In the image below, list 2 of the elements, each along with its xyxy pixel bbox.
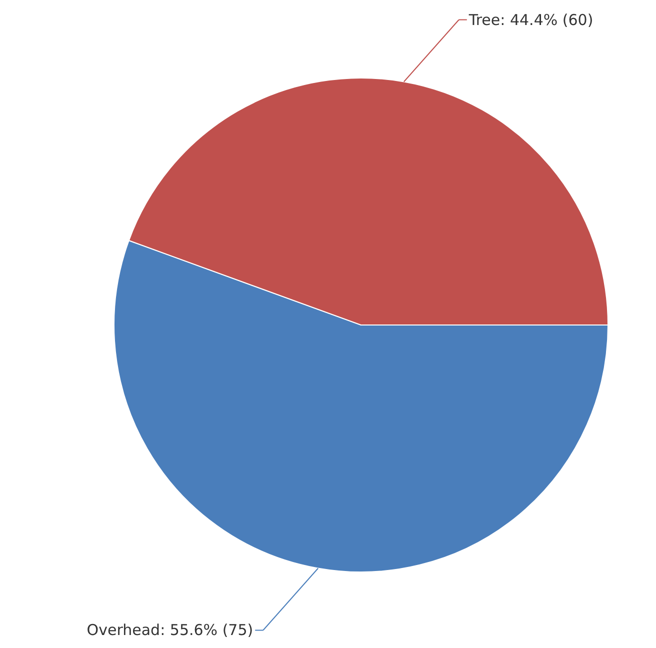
legend-label: Tree: 44.4% (60) bbox=[468, 10, 594, 29]
slice-label: Overhead: 55.6% (75) bbox=[86, 621, 254, 640]
